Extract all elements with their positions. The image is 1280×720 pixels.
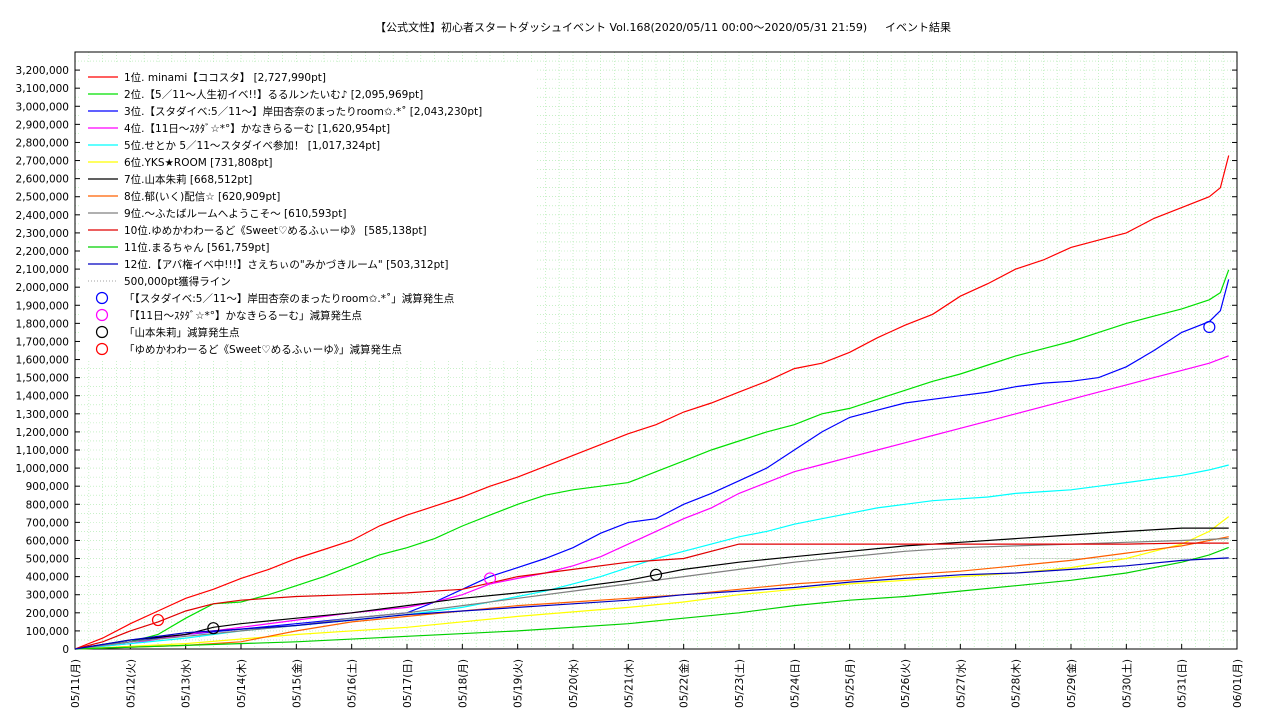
y-tick-label: 2,100,000 [16, 264, 69, 276]
x-tick-label: 05/19(火) [513, 659, 525, 708]
legend-label: 「山本朱莉」減算発生点 [124, 326, 240, 339]
x-tick-label: 05/23(土) [733, 659, 746, 708]
legend-label: 3位.【スタダイベ:5／11〜】岸田杏奈のまったりroom✩.*˚ [2,043… [124, 105, 482, 118]
y-tick-label: 0 [62, 644, 69, 656]
legend-box [80, 64, 535, 360]
x-tick-label: 05/24(日) [789, 659, 801, 708]
chart-subtitle: イベント結果 [885, 20, 951, 34]
y-tick-label: 1,000,000 [16, 463, 69, 475]
x-tick-label: 05/31(日) [1177, 659, 1189, 708]
y-tick-label: 2,400,000 [16, 210, 69, 222]
y-tick-label: 2,600,000 [16, 174, 69, 186]
legend-label: 6位.YKS★ROOM [731,808pt] [124, 156, 273, 169]
y-tick-label: 3,000,000 [16, 101, 69, 113]
legend-label: 7位.山本朱莉 [668,512pt] [124, 173, 252, 186]
legend-marker [95, 342, 109, 356]
x-tick-label: 05/22(金) [678, 659, 691, 708]
x-tick-label: 05/17(日) [402, 659, 414, 708]
series-line-7 [74, 527, 1229, 650]
legend-label: 2位.【5／11〜人生初イベ!!】るるルンたいむ♪ [2,095,969pt] [124, 88, 423, 101]
y-tick-label: 200,000 [26, 608, 69, 620]
deduction-marker-4 [151, 613, 165, 627]
x-tick-label: 06/01(月) [1232, 659, 1244, 708]
y-tick-label: 1,600,000 [16, 355, 69, 367]
series-line-12 [74, 557, 1229, 650]
x-tick-label: 05/27(水) [955, 659, 967, 708]
y-tick-label: 500,000 [26, 554, 69, 566]
y-tick-label: 3,100,000 [16, 83, 69, 95]
series-line-9 [74, 537, 1229, 650]
deduction-marker-2 [483, 572, 497, 585]
y-tick-label: 2,000,000 [16, 282, 69, 294]
series-line-8 [74, 536, 1229, 650]
y-tick-label: 600,000 [26, 535, 69, 547]
legend-label: 11位.まるちゃん [561,759pt] [124, 241, 269, 254]
x-tick-label: 05/21(木) [623, 659, 635, 708]
x-tick-label: 05/13(水) [181, 659, 193, 708]
plot-frame [74, 51, 1238, 650]
x-tick-label: 05/15(金) [290, 659, 303, 708]
x-tick-label: 05/12(火) [125, 659, 137, 708]
y-tick-label: 2,900,000 [16, 119, 69, 131]
legend-label: 9位.〜ふたばルームへようこそ〜 [610,593pt] [124, 207, 346, 220]
series-line-6 [74, 516, 1230, 650]
y-tick-label: 2,700,000 [16, 156, 69, 168]
series-line-1 [74, 155, 1230, 650]
legend-label: 「【スタダイベ:5／11〜】岸田杏奈のまったりroom✩.*˚」減算発生点 [124, 292, 454, 305]
y-tick-label: 100,000 [26, 626, 69, 638]
legend-label: 4位.【11日〜ｽﾀﾀﾞ☆*°】かなきらるーむ [1,620,954pt] [124, 122, 390, 135]
legend-label: 12位.【アバ権イベ中!!!】さえちぃの"みかづきルーム" [503,312pt… [124, 258, 448, 271]
legend-label: 8位.郁(いく)配信☆ [620,909pt] [124, 190, 280, 203]
legend-label: 「ゆめかわわーるど《Sweet♡めるふぃーゆ》」減算発生点 [124, 343, 402, 356]
x-tick-label: 05/16(土) [346, 659, 359, 708]
deduction-marker-3 [649, 568, 663, 581]
deduction-marker-5 [207, 622, 220, 635]
y-tick-label: 700,000 [26, 517, 69, 529]
legend-label: 「【11日〜ｽﾀﾀﾞ☆*°】かなきらるーむ」減算発生点 [124, 309, 362, 322]
y-tick-label: 1,400,000 [16, 391, 69, 403]
chart-title: 【公式文性】初心者スタートダッシュイベント Vol.168(2020/05/11… [375, 20, 867, 34]
y-tick-label: 2,500,000 [16, 192, 69, 204]
y-tick-label: 2,200,000 [16, 246, 69, 258]
y-tick-label: 1,800,000 [16, 318, 69, 330]
y-tick-label: 2,300,000 [16, 228, 69, 240]
x-tick-label: 05/29(金) [1065, 659, 1078, 708]
y-tick-label: 1,200,000 [16, 427, 69, 439]
y-tick-label: 3,200,000 [16, 65, 69, 77]
x-tick-label: 05/11(月) [70, 659, 82, 708]
series-line-3 [74, 279, 1230, 650]
y-tick-label: 1,700,000 [16, 336, 69, 348]
legend-label: 5位.せとか 5／11〜スタダイベ参加！ [1,017,324pt] [124, 139, 380, 152]
series-line-11 [74, 546, 1229, 650]
x-tick-label: 05/26(火) [900, 659, 912, 708]
y-tick-label: 1,500,000 [16, 373, 69, 385]
y-tick-label: 1,900,000 [16, 300, 69, 312]
legend-label: 10位.ゆめかわわーるど《Sweet♡めるふぃーゆ》 [585,138pt] [124, 224, 427, 237]
legend-marker [95, 325, 109, 339]
y-tick-label: 300,000 [26, 590, 69, 602]
y-tick-label: 1,100,000 [16, 445, 69, 457]
y-tick-label: 400,000 [26, 572, 69, 584]
deduction-marker-1 [1203, 320, 1216, 334]
legend-label: 1位. minami【ココスタ】 [2,727,990pt] [124, 71, 326, 84]
y-tick-label: 800,000 [26, 499, 69, 511]
x-tick-label: 05/30(土) [1120, 659, 1133, 708]
series-line-2 [74, 269, 1230, 650]
legend-marker [95, 308, 109, 322]
y-tick-label: 2,800,000 [16, 137, 69, 149]
series-line-10 [74, 542, 1229, 650]
x-tick-label: 05/18(月) [457, 659, 469, 708]
x-tick-label: 05/14(木) [236, 659, 248, 708]
x-tick-label: 05/20(水) [568, 659, 580, 708]
legend-label: 500,000pt獲得ライン [124, 275, 231, 288]
series-line-4 [74, 355, 1229, 650]
y-tick-label: 1,300,000 [16, 409, 69, 421]
x-tick-label: 05/25(月) [845, 659, 857, 708]
y-tick-label: 900,000 [26, 481, 69, 493]
x-tick-label: 05/28(木) [1011, 659, 1023, 708]
legend-marker [95, 291, 109, 305]
